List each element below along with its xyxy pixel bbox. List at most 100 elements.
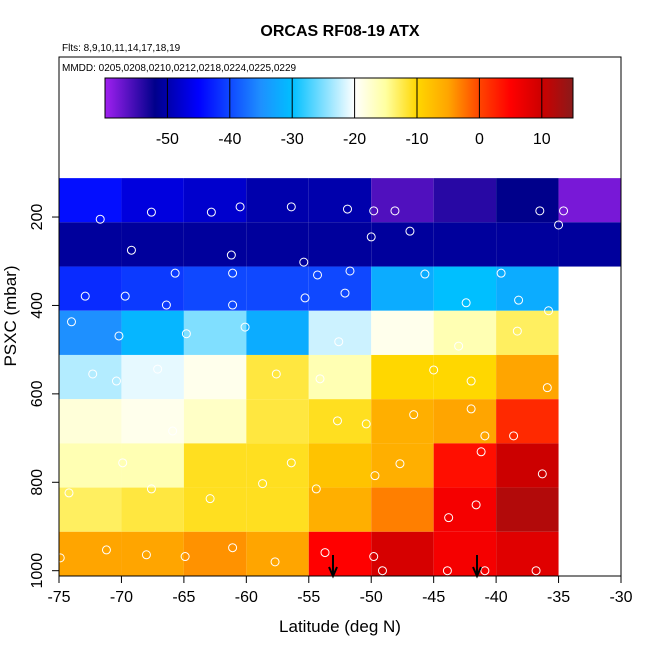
heatmap-cell [433, 222, 497, 267]
colorbar-tick-label: -20 [343, 131, 366, 148]
data-point [120, 291, 130, 301]
data-point [480, 431, 490, 441]
heatmap-cell [183, 310, 247, 355]
heatmap-cell [308, 310, 372, 355]
heatmap-cell [371, 487, 434, 532]
heatmap-cell [121, 354, 184, 400]
data-point [544, 306, 554, 316]
data-point [168, 426, 178, 436]
heatmap-cell [496, 266, 559, 311]
data-point [126, 245, 136, 255]
data-point [286, 202, 296, 212]
data-point [55, 553, 65, 563]
heatmap-cell [308, 531, 372, 576]
data-point [101, 545, 111, 555]
heatmap-cell [371, 354, 434, 400]
data-point [271, 369, 281, 379]
heatmap-cell [183, 531, 247, 576]
data-point [466, 376, 476, 386]
colorbar-tick-label: -10 [405, 131, 428, 148]
heatmap-cell [496, 443, 559, 488]
colorbar-tick-label: 0 [475, 131, 484, 148]
data-point [405, 226, 415, 236]
heatmap-cell [371, 266, 434, 311]
data-point [80, 291, 90, 301]
data-point [228, 543, 238, 553]
heatmap-cell [558, 222, 621, 267]
data-point [180, 552, 190, 562]
data-point [429, 365, 439, 375]
heatmap-cell [246, 443, 309, 488]
heatmap-cell [371, 222, 434, 267]
data-point [313, 270, 323, 280]
heatmap-cell [246, 487, 309, 532]
data-point [111, 376, 121, 386]
data-point [369, 552, 379, 562]
data-point [537, 469, 547, 479]
heatmap-cell [246, 310, 309, 355]
data-point [258, 479, 268, 489]
subtitle: Flts: 8,9,10,11,14,17,18,19 [62, 43, 181, 54]
heatmap-cell [496, 531, 559, 576]
heatmap-cell [371, 443, 434, 488]
heatmap-cell [59, 310, 122, 355]
heatmap-cell [59, 399, 122, 444]
heatmap-cell [371, 178, 434, 223]
heatmap-cell [371, 310, 434, 355]
heatmap-cell [59, 531, 122, 576]
plot-frame [58, 56, 622, 577]
data-point [270, 557, 280, 567]
annotation: MMDD: 0205,0208,0210,0212,0218,0224,0225… [62, 63, 297, 74]
y-tick-label: 600 [29, 380, 46, 407]
heatmap-cell [246, 222, 309, 267]
data-point [496, 268, 506, 278]
heatmap-cell [371, 399, 434, 444]
heatmap-cell [183, 487, 247, 532]
heatmap-cell [433, 531, 497, 576]
x-tick-label: -50 [360, 589, 383, 606]
data-point [377, 566, 387, 576]
heatmap-cell [433, 443, 497, 488]
heatmap-cell [496, 310, 559, 355]
data-point [509, 431, 519, 441]
heatmap-cell [59, 443, 122, 488]
data-point [454, 341, 464, 351]
heatmap-cell [121, 399, 184, 444]
data-point [333, 416, 343, 426]
heatmap-cell [308, 222, 372, 267]
colorbar-tick-label: -30 [281, 131, 304, 148]
data-point [466, 404, 476, 414]
heatmap-cell [433, 354, 497, 400]
data-point [228, 268, 238, 278]
heatmap-cell [121, 266, 184, 311]
heatmap-cell [433, 487, 497, 532]
heatmap-cell [183, 443, 247, 488]
y-tick-label: 800 [29, 469, 46, 496]
data-point [514, 295, 524, 305]
x-axis-label: Latitude (deg N) [279, 617, 401, 636]
heatmap-cell [308, 399, 372, 444]
data-point [531, 566, 541, 576]
data-point [88, 369, 98, 379]
data-point [141, 550, 151, 560]
data-point [395, 459, 405, 469]
data-point [286, 458, 296, 468]
data-point [320, 548, 330, 558]
heatmap-cell [183, 178, 247, 223]
heatmap-cell [433, 266, 497, 311]
x-tick-label: -35 [547, 589, 570, 606]
heatmap-cell [246, 354, 309, 400]
data-point [315, 374, 325, 384]
heatmap-cell [183, 222, 247, 267]
heatmap-cell [121, 487, 184, 532]
heatmap-cell [121, 531, 184, 576]
data-point [146, 484, 156, 494]
heatmap-cell [496, 487, 559, 532]
heatmap-cell [59, 266, 122, 311]
colorbar-tick-label: -40 [218, 131, 241, 148]
heatmap-cell [433, 310, 497, 355]
heatmap-cell [496, 354, 559, 400]
data-point [311, 484, 321, 494]
heatmap-cell [433, 178, 497, 223]
